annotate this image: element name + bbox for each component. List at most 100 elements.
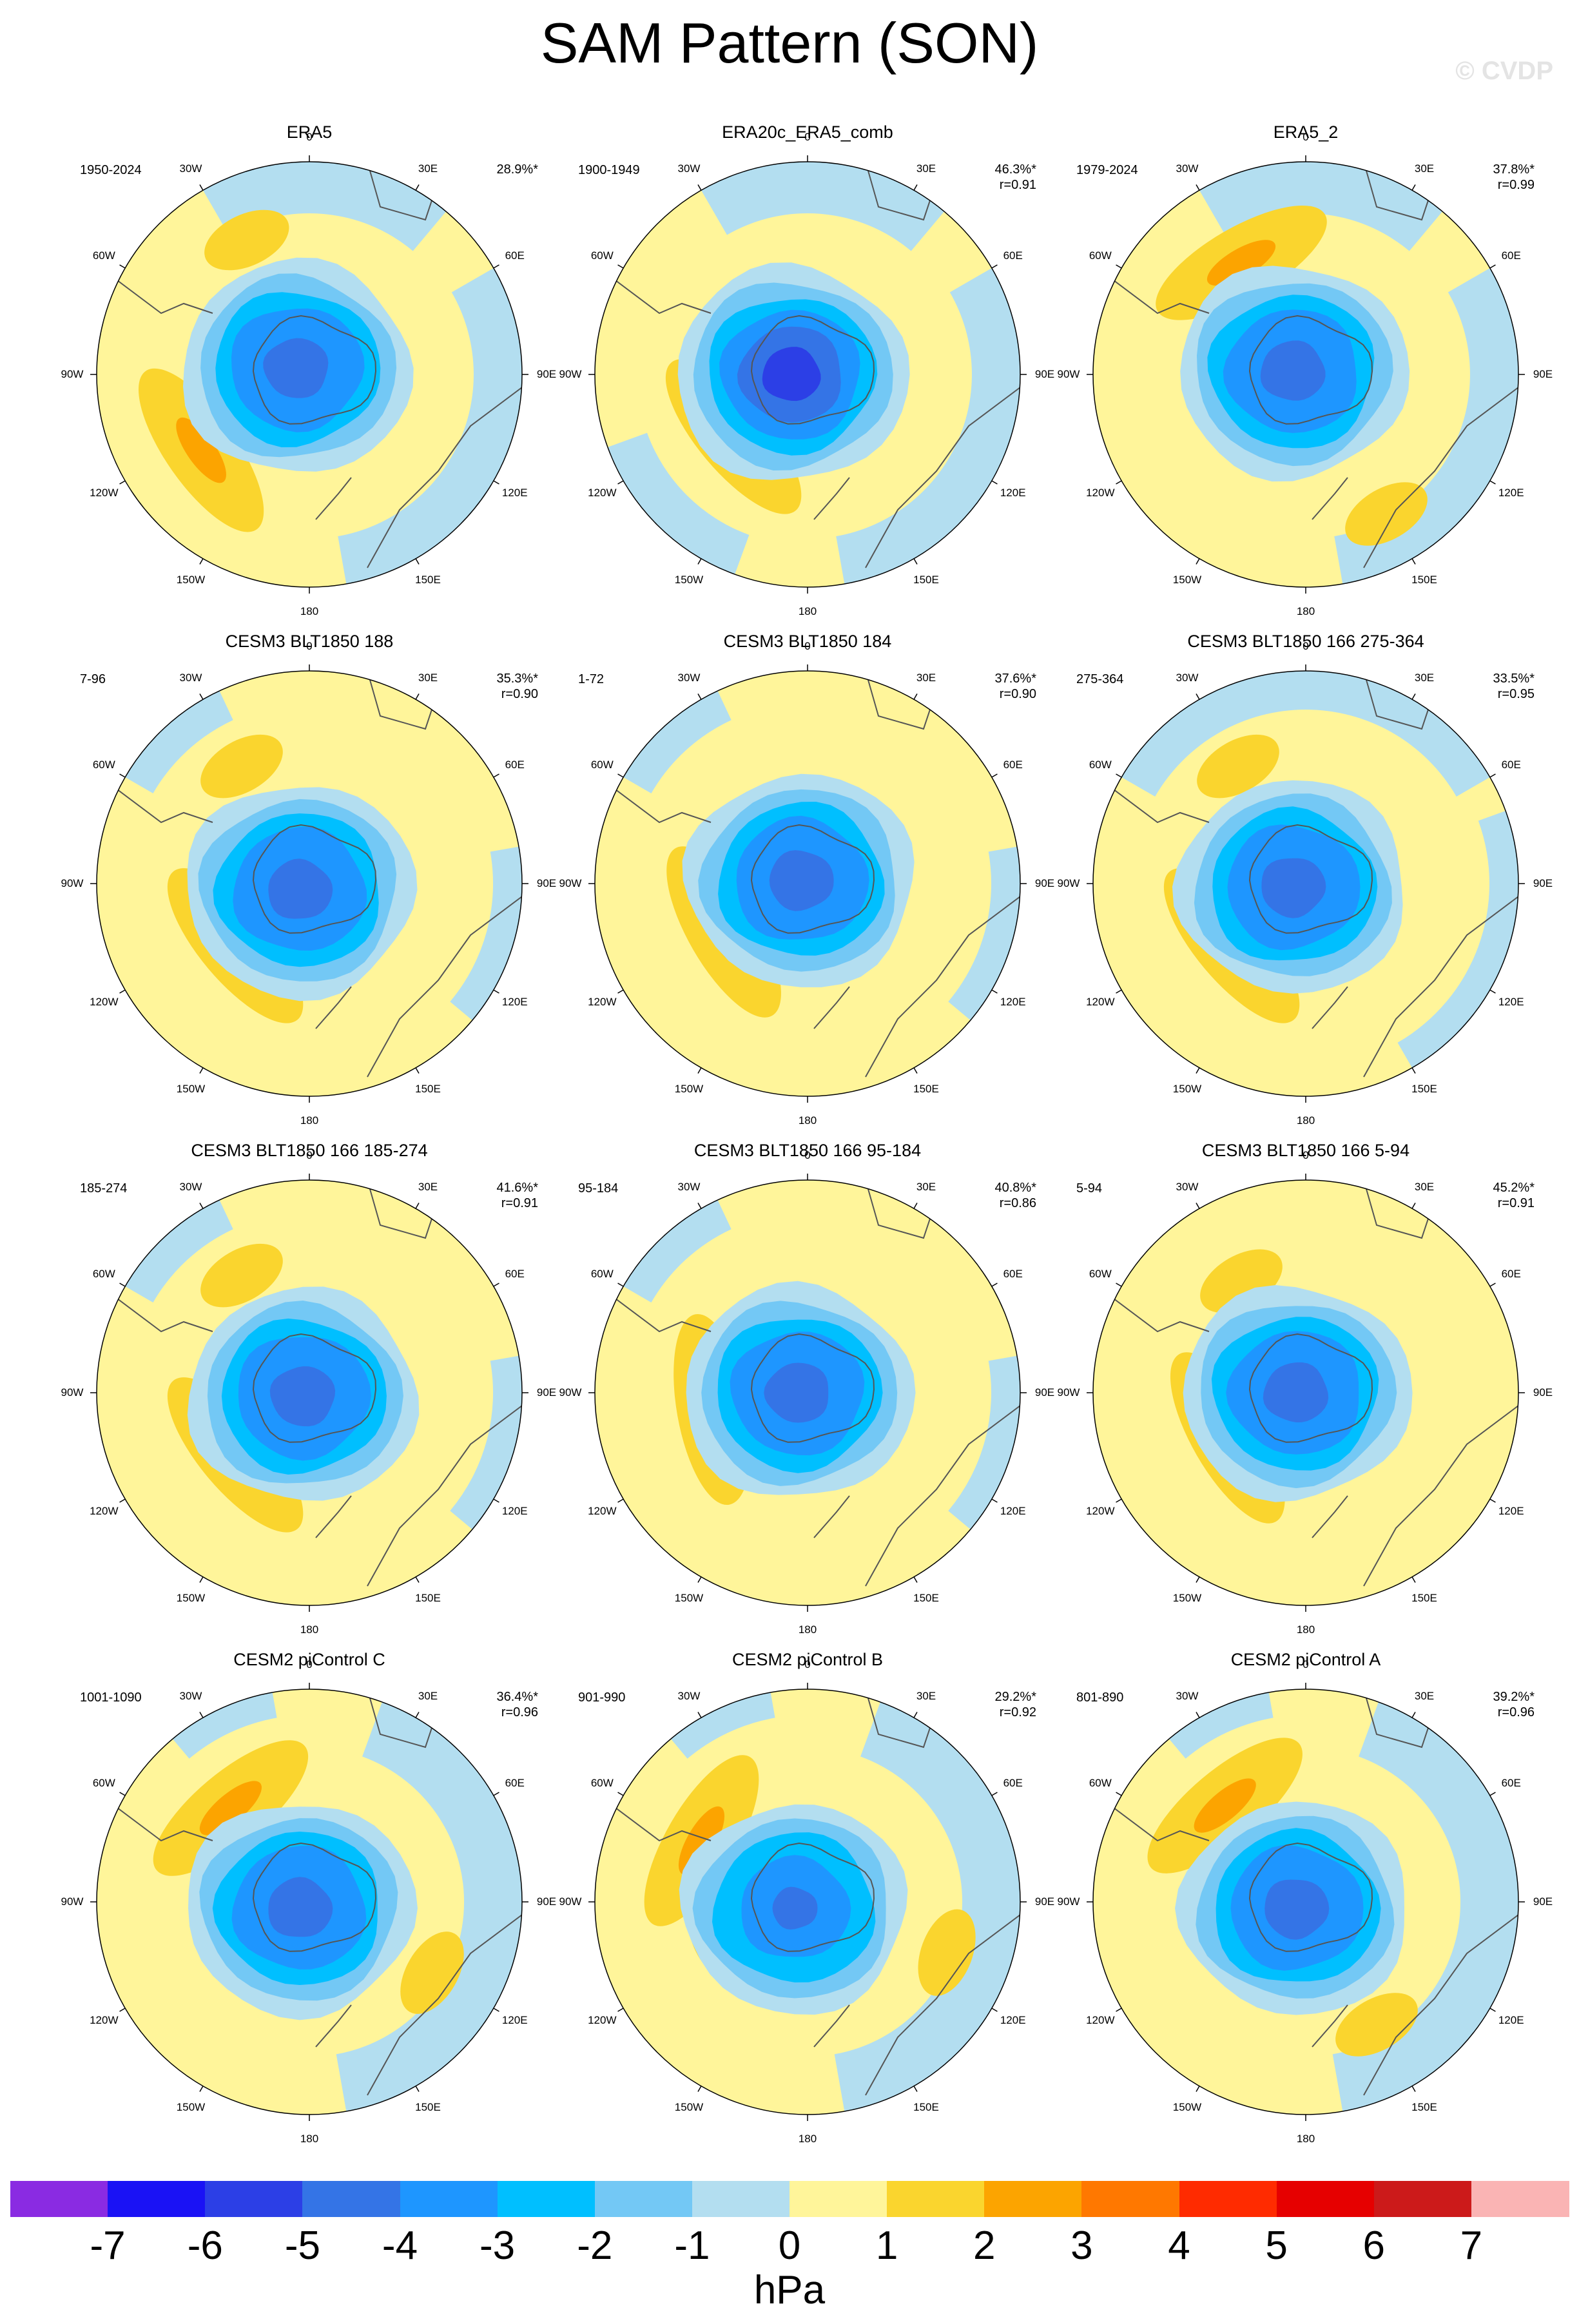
new-zealand-coastline xyxy=(813,1495,850,1538)
polar-map xyxy=(90,155,528,594)
longitude-label: 120E xyxy=(1498,996,1524,1008)
antarctica-coastline xyxy=(1248,1842,1373,1952)
outer-negative-anomaly xyxy=(617,684,731,793)
panel-title: CESM3 BLT1850 166 5-94 xyxy=(1201,1141,1410,1160)
panel-years: 5-94 xyxy=(1076,1181,1103,1196)
antarctica-coastline xyxy=(750,1842,875,1952)
longitude-tick xyxy=(991,1498,998,1503)
colorbar-tick-label: 4 xyxy=(1168,2223,1190,2268)
longitude-label: 150E xyxy=(1411,1082,1437,1095)
longitude-label: 150W xyxy=(176,1591,206,1604)
panel-title: CESM3 BLT1850 184 xyxy=(723,632,892,651)
panel-title: CESM3 BLT1850 166 275-364 xyxy=(1187,632,1424,651)
longitude-tick xyxy=(991,264,998,269)
longitude-tick xyxy=(1116,989,1122,994)
colorbar-swatch xyxy=(1179,2181,1277,2217)
longitude-label: 120W xyxy=(588,2014,617,2026)
figure-title: SAM Pattern (SON) xyxy=(540,11,1039,75)
longitude-label: 60W xyxy=(590,249,614,262)
longitude-tick xyxy=(119,1498,126,1503)
antarctica-coastline xyxy=(252,1333,377,1443)
longitude-tick xyxy=(119,773,126,778)
longitude-tick xyxy=(1489,1792,1496,1796)
longitude-label: 30W xyxy=(1176,1690,1199,1703)
longitude-tick xyxy=(617,1283,624,1287)
colorbar-swatch xyxy=(984,2181,1082,2217)
negative-anomaly-contour xyxy=(268,1877,333,1937)
longitude-label: 180 xyxy=(798,1623,817,1636)
longitude-tick xyxy=(1489,2008,1496,2012)
longitude-label: 90E xyxy=(1533,1386,1553,1399)
longitude-label: 90W xyxy=(1057,368,1080,380)
longitude-tick xyxy=(1116,1283,1122,1287)
panel-years: 801-890 xyxy=(1076,1690,1124,1705)
longitude-tick xyxy=(415,184,420,191)
antarctica-coastline xyxy=(252,315,377,425)
south-america-coastline xyxy=(595,264,712,315)
new-zealand-coastline xyxy=(813,986,850,1029)
longitude-tick xyxy=(415,1576,420,1583)
variance-explained: 37.6%* xyxy=(994,672,1037,686)
longitude-label: 60E xyxy=(1501,1268,1521,1280)
longitude-label: 90W xyxy=(1057,877,1080,889)
panel-years: 1950-2024 xyxy=(80,163,142,177)
longitude-tick xyxy=(697,558,702,565)
colorbar-swatch xyxy=(205,2181,303,2217)
longitude-label: 150W xyxy=(176,2100,206,2113)
outer-negative-anomaly xyxy=(834,1696,1020,2115)
longitude-label: 30W xyxy=(179,1690,202,1703)
map-panel: CESM3 BLT1850 166 5-94 5-94 45.2%* r=0.91 0 3… xyxy=(1051,1141,1560,1665)
south-america-coastline xyxy=(595,1792,712,1842)
positive-anomaly-lobe xyxy=(200,734,283,799)
new-zealand-coastline xyxy=(1312,986,1348,1029)
longitude-label: 150E xyxy=(1411,2100,1437,2113)
panel-title: ERA5_2 xyxy=(1273,122,1339,142)
antarctica-coastline xyxy=(750,824,875,934)
longitude-tick xyxy=(1196,693,1200,700)
south-america-coastline xyxy=(595,1283,712,1333)
colorbar-tick-label: -7 xyxy=(90,2223,126,2268)
panel-years: 95-184 xyxy=(578,1181,619,1196)
longitude-tick xyxy=(119,480,126,485)
new-zealand-coastline xyxy=(315,986,352,1029)
colorbar-tick-label: 7 xyxy=(1460,2223,1483,2268)
longitude-tick xyxy=(617,1498,624,1503)
pattern-correlation: r=0.96 xyxy=(501,1705,538,1719)
longitude-label: 90E xyxy=(536,1386,557,1399)
panel-title: CESM2 piControl B xyxy=(731,1650,884,1669)
variance-explained: 36.4%* xyxy=(496,1690,539,1704)
longitude-tick xyxy=(493,1498,499,1503)
longitude-label: 120E xyxy=(501,996,528,1008)
colorbar-swatch xyxy=(594,2181,693,2217)
south-america-coastline xyxy=(97,1792,213,1842)
outer-negative-anomaly xyxy=(200,162,450,251)
antarctica-coastline xyxy=(252,1842,377,1952)
longitude-label: 60W xyxy=(92,759,115,771)
australia-coastline xyxy=(1363,387,1518,568)
longitude-tick xyxy=(1411,2086,1416,2092)
longitude-tick xyxy=(1116,480,1122,485)
longitude-label: 150E xyxy=(415,1591,441,1604)
longitude-label: 90E xyxy=(1533,368,1553,380)
longitude-label: 180 xyxy=(300,1623,319,1636)
longitude-label: 120W xyxy=(588,1505,617,1517)
map-panel: ERA5 1950-2024 28.9%* 0 30E 60E 90E 120E 150E 180… xyxy=(55,122,564,646)
longitude-label: 90W xyxy=(559,368,582,380)
longitude-label: 60E xyxy=(505,759,525,771)
polar-map xyxy=(588,1174,1027,1612)
longitude-label: 90W xyxy=(61,368,84,380)
longitude-label: 0 xyxy=(1303,1149,1309,1161)
longitude-label: 150E xyxy=(1411,1591,1437,1604)
pressure-field xyxy=(595,162,1020,587)
pressure-field xyxy=(97,1689,522,2115)
longitude-label: 180 xyxy=(1296,605,1315,617)
new-zealand-coastline xyxy=(1312,1495,1348,1538)
australia-coastline xyxy=(1363,1405,1518,1587)
colorbar-tick-label: -6 xyxy=(187,2223,223,2268)
longitude-tick xyxy=(1489,264,1496,269)
longitude-tick xyxy=(119,2008,126,2012)
pressure-field xyxy=(1093,162,1518,587)
longitude-tick xyxy=(913,1067,918,1074)
panel-stats: 39.2%* r=0.96 xyxy=(1438,1689,1535,1720)
longitude-tick xyxy=(493,264,499,269)
